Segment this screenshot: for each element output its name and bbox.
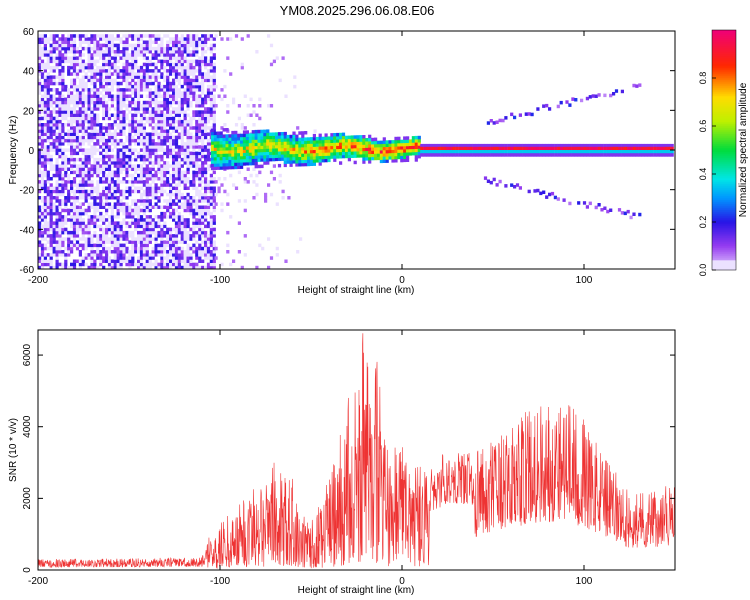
spectrogram-x-ticks: -200 -100 0 100 bbox=[28, 31, 593, 286]
snr-y-ticks: 0 2000 4000 6000 bbox=[22, 344, 675, 573]
snr-y-tick-label: 2000 bbox=[22, 487, 33, 510]
snr-series-line bbox=[37, 333, 676, 569]
spectrogram-y-ticks: -60 -40 -20 0 20 40 60 bbox=[20, 27, 675, 276]
snr-x-tick-label: -100 bbox=[210, 576, 230, 587]
snr-x-tick-label: -200 bbox=[28, 576, 48, 587]
colorbar-frame bbox=[711, 29, 737, 271]
colorbar: 0.0 0.2 0.4 0.6 0.8 Normalized spectral ampl… bbox=[698, 29, 749, 277]
spectrogram-x-axis-label: Height of straight line (km) bbox=[298, 285, 415, 296]
colorbar-tick-label: 0.4 bbox=[698, 168, 708, 181]
snr-x-tick-label: 100 bbox=[576, 576, 593, 587]
colorbar-tick-label: 0.8 bbox=[698, 72, 708, 85]
spectrogram-x-tick-label: -200 bbox=[28, 275, 48, 286]
spectrogram-y-tick-label: -20 bbox=[20, 186, 35, 197]
colorbar-label: Normalized spectral amplitude bbox=[738, 82, 749, 217]
spectrogram-y-tick-label: 40 bbox=[23, 67, 35, 78]
spectrogram-y-tick-label: 60 bbox=[23, 27, 35, 38]
colorbar-gradient bbox=[712, 30, 736, 271]
spectrogram-y-tick-label: 20 bbox=[23, 106, 35, 117]
spectrogram-x-tick-label: 100 bbox=[576, 275, 593, 286]
colorbar-ticks: 0.0 0.2 0.4 0.6 0.8 bbox=[698, 72, 716, 277]
spectrogram-y-tick-label: 0 bbox=[28, 146, 34, 157]
snr-y-tick-label: 0 bbox=[22, 567, 33, 573]
snr-y-axis-label: SNR (10 * v/v) bbox=[8, 418, 19, 482]
colorbar-tick-label: 0.6 bbox=[698, 120, 708, 133]
snr-x-ticks: -200 -100 0 100 bbox=[28, 330, 593, 587]
figure-title: YM08.2025.296.06.08.E06 bbox=[280, 3, 435, 18]
spectrogram-x-tick-label: 0 bbox=[399, 275, 405, 286]
spectrogram-y-axis-label: Frequency (Hz) bbox=[8, 116, 19, 185]
snr-x-tick-label: 0 bbox=[399, 576, 405, 587]
spectrogram-cells bbox=[38, 34, 674, 270]
snr-y-tick-label: 4000 bbox=[22, 415, 33, 438]
spectrogram-y-tick-label: -60 bbox=[20, 265, 35, 276]
spectrogram-x-tick-label: -100 bbox=[210, 275, 230, 286]
spectrogram-y-tick-label: -40 bbox=[20, 225, 35, 236]
colorbar-tick-label: 0.0 bbox=[698, 264, 708, 277]
snr-frame bbox=[37, 329, 676, 571]
snr-x-axis-label: Height of straight line (km) bbox=[298, 585, 415, 596]
colorbar-tick-label: 0.2 bbox=[698, 216, 708, 229]
snr-y-tick-label: 6000 bbox=[22, 344, 33, 367]
